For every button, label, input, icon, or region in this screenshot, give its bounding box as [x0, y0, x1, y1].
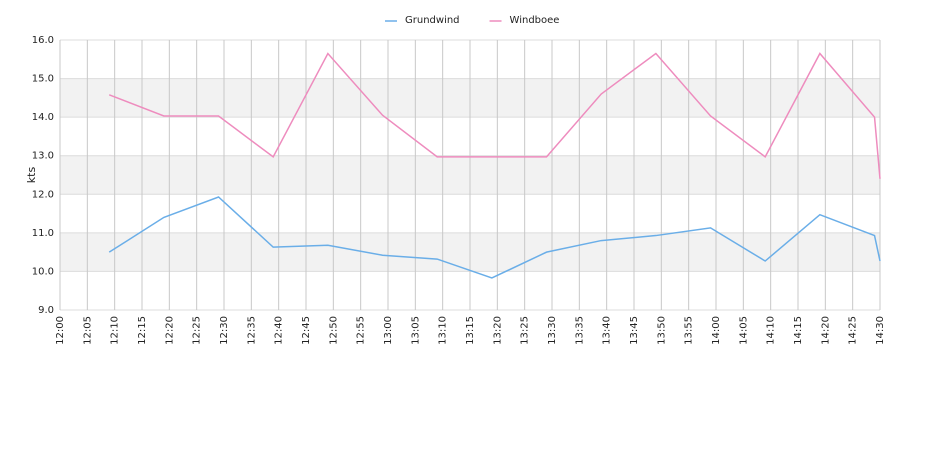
- y-tick-label: 12.0: [32, 189, 54, 200]
- line: [108, 196, 881, 279]
- x-tick-label: 12:25: [192, 316, 203, 345]
- x-tick-label: 13:40: [602, 316, 613, 345]
- y-tick-label: 14.0: [32, 112, 54, 123]
- x-tick-label: 13:00: [383, 316, 394, 345]
- x-tick-label: 12:10: [110, 316, 121, 345]
- x-tick-label: 13:20: [492, 316, 503, 345]
- x-tick-label: 14:25: [848, 316, 859, 345]
- x-tick-label: 13:50: [656, 316, 667, 345]
- x-tick-label: 14:05: [738, 316, 749, 345]
- x-tick-label: 13:15: [465, 316, 476, 345]
- y-axis-label: kts: [25, 167, 38, 184]
- legend-label: Grundwind: [405, 15, 460, 26]
- x-tick-label: 13:10: [438, 316, 449, 345]
- x-tick-label: 12:05: [82, 316, 93, 345]
- x-tick-label: 14:15: [793, 316, 804, 345]
- x-tick-label: 13:35: [574, 316, 585, 345]
- x-tick-label: 12:20: [164, 316, 175, 345]
- x-tick-label: 12:35: [246, 316, 257, 345]
- line: [108, 52, 881, 179]
- y-tick-label: 15.0: [32, 74, 54, 85]
- x-tick-label: 12:55: [356, 316, 367, 345]
- y-tick-label: 13.0: [32, 151, 54, 162]
- x-tick-label: 13:55: [684, 316, 695, 345]
- x-tick-label: 12:00: [55, 316, 66, 345]
- x-tick-label: 13:05: [410, 316, 421, 345]
- x-tick-label: 13:25: [520, 316, 531, 345]
- x-tick-label: 14:30: [875, 316, 886, 345]
- x-tick-label: 12:50: [328, 316, 339, 345]
- y-tick-label: 16.0: [32, 35, 54, 46]
- x-tick-label: 13:45: [629, 316, 640, 345]
- x-tick-label: 14:10: [766, 316, 777, 345]
- x-tick-label: 12:15: [137, 316, 148, 345]
- x-tick-label: 14:20: [820, 316, 831, 345]
- y-tick-label: 10.0: [32, 266, 54, 277]
- x-tick-label: 13:30: [547, 316, 558, 345]
- x-tick-label: 12:40: [274, 316, 285, 345]
- x-tick-label: 12:30: [219, 316, 230, 345]
- y-tick-label: 11.0: [32, 228, 54, 239]
- legend-label: Windboee: [510, 15, 560, 26]
- x-tick-label: 12:45: [301, 316, 312, 345]
- y-tick-label: 9.0: [38, 305, 54, 316]
- x-tick-label: 14:00: [711, 316, 722, 345]
